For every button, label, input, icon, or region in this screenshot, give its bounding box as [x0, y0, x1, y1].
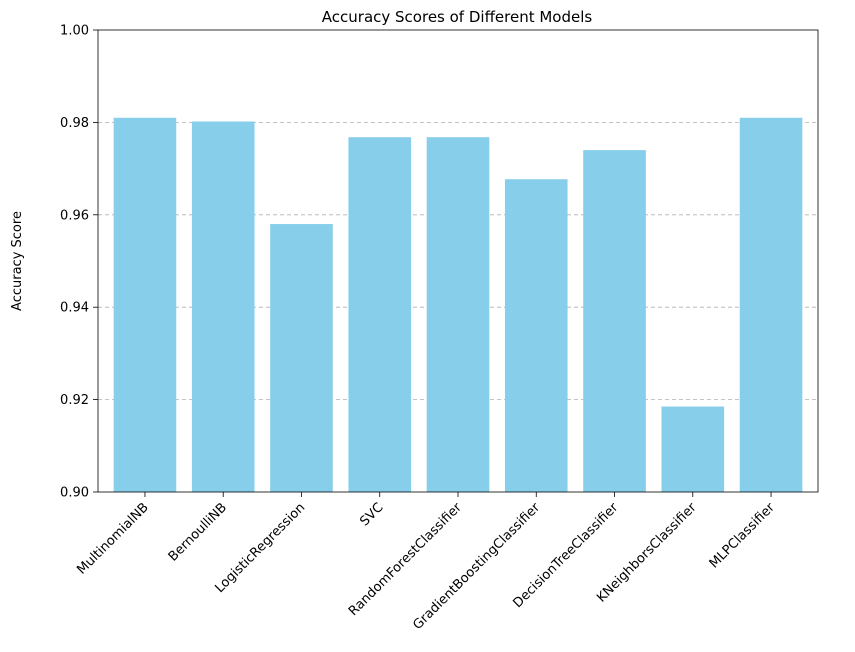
x-tick-label: LogisticRegression [212, 500, 308, 596]
x-tick-label: SVC [357, 500, 386, 529]
bar [270, 224, 333, 493]
chart-title: Accuracy Scores of Different Models [322, 8, 593, 26]
bars [113, 117, 803, 493]
x-tick-label: GradientBoostingClassifier [410, 500, 543, 633]
bar [504, 179, 568, 492]
x-tick-label: MultinomialNB [74, 500, 151, 577]
bar [348, 137, 412, 492]
y-tick-label: 0.94 [60, 301, 89, 316]
y-tick-label: 1.00 [60, 24, 89, 39]
y-tick-label: 0.90 [60, 486, 89, 501]
x-tick-label: MLPClassifier [707, 500, 779, 572]
bar [739, 117, 803, 492]
x-tick-label: BernoulliNB [166, 500, 230, 564]
bar [113, 117, 177, 492]
bar [583, 150, 646, 492]
y-tick-label: 0.92 [60, 393, 89, 408]
y-tick-label: 0.98 [60, 116, 89, 131]
bar [661, 406, 725, 492]
axes [93, 29, 819, 497]
bar [191, 121, 255, 492]
plot-frame [97, 29, 819, 493]
y-axis-label: Accuracy Score [10, 211, 25, 311]
y-tick-label: 0.96 [60, 208, 89, 223]
bar [426, 137, 490, 492]
